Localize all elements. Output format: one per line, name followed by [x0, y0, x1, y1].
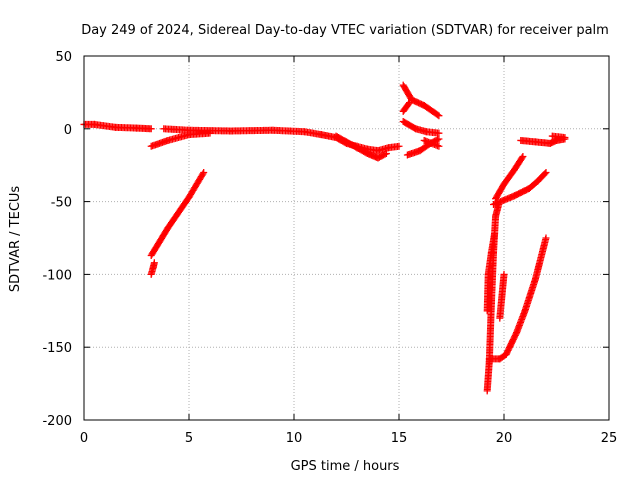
x-tick-label: 20 — [496, 431, 513, 446]
data-point-marker — [381, 150, 389, 158]
data-point-marker — [518, 154, 526, 162]
data-point-marker — [406, 99, 413, 107]
y-tick-label: -200 — [42, 414, 72, 429]
data-point-marker — [561, 134, 569, 142]
y-tick-label: -50 — [51, 196, 72, 211]
data-point-marker — [542, 168, 550, 176]
data-point-marker — [434, 136, 441, 144]
data-point-marker — [435, 112, 443, 120]
data-point-marker — [434, 111, 442, 119]
x-tick-label: 10 — [286, 431, 303, 446]
y-axis-label: SDTVAR / TECUs — [8, 186, 23, 293]
y-tick-label: -100 — [42, 268, 72, 283]
data-point-marker — [435, 135, 443, 143]
x-tick-label: 5 — [185, 431, 193, 446]
x-tick-label: 15 — [391, 431, 408, 446]
y-tick-label: -150 — [42, 341, 72, 356]
data-point-marker — [199, 170, 207, 178]
data-point-marker — [150, 259, 158, 267]
data-point-marker — [206, 129, 214, 137]
data-point-marker — [500, 270, 508, 278]
axis-ticks: 0 5 10 15 20 25 50 0 -50 -100 -150 -200 — [42, 50, 617, 446]
data-point-marker — [405, 100, 413, 108]
y-tick-label: 50 — [55, 50, 72, 65]
y-tick-label: 0 — [64, 123, 72, 138]
data-point-marker — [147, 125, 155, 133]
x-axis-label: GPS time / hours — [291, 459, 400, 474]
data-point-marker — [200, 168, 208, 176]
data-point-marker — [541, 170, 549, 178]
data-point-marker — [382, 150, 390, 158]
x-tick-label: 0 — [80, 431, 88, 446]
plot-frame — [83, 55, 610, 421]
x-tick-label: 25 — [601, 431, 618, 446]
chart-title: Day 249 of 2024, Sidereal Day-to-day VTE… — [81, 23, 609, 38]
data-point-marker — [542, 234, 550, 242]
data-point-marker — [435, 142, 443, 150]
data-point-marker — [491, 230, 499, 238]
data-points — [80, 81, 569, 395]
data-point-marker — [519, 152, 527, 160]
data-point-marker — [395, 142, 403, 150]
